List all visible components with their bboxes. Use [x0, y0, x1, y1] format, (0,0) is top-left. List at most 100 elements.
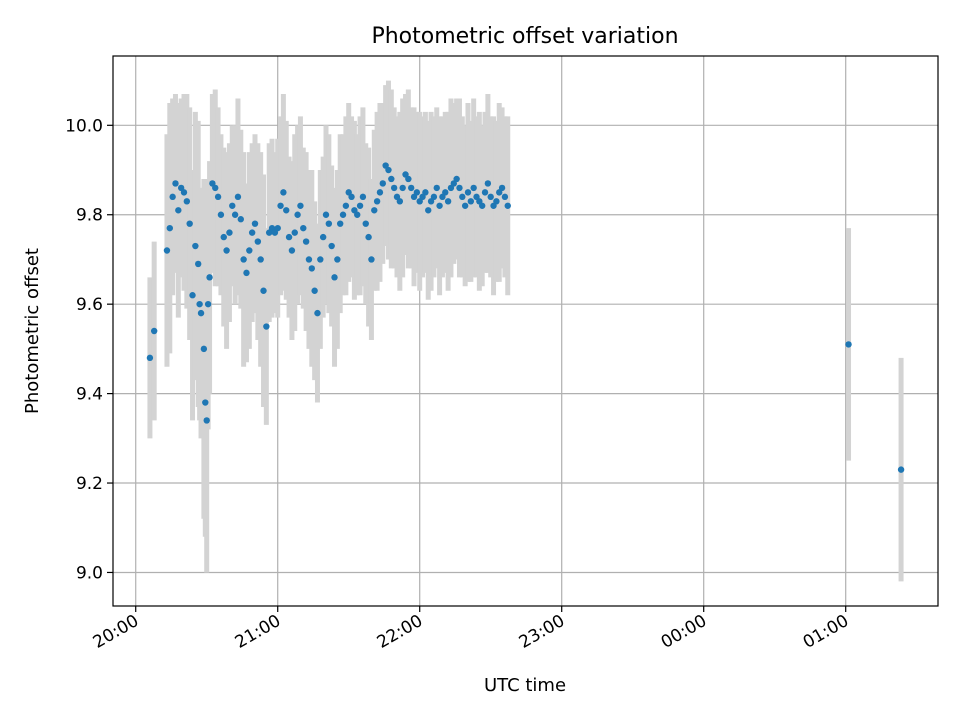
data-point [308, 265, 315, 272]
data-point [189, 292, 196, 299]
data-point [436, 202, 443, 209]
data-point [300, 224, 307, 232]
data-point [194, 260, 202, 268]
y-tick-label: 9.6 [76, 295, 103, 315]
y-tick-label: 9.0 [76, 563, 103, 583]
data-point [231, 211, 239, 218]
data-point [430, 193, 438, 201]
data-point [413, 189, 421, 196]
data-point [226, 229, 233, 236]
data-point [390, 184, 398, 192]
data-point [186, 220, 193, 227]
data-point [240, 256, 247, 263]
data-point [220, 233, 227, 241]
data-point [175, 207, 182, 214]
data-point [260, 287, 267, 294]
data-point [442, 189, 449, 196]
data-point [422, 189, 429, 196]
plot-frame [112, 55, 939, 607]
data-point [314, 309, 321, 317]
data-point [334, 256, 341, 263]
data-point [498, 184, 506, 192]
data-point [425, 207, 432, 214]
data-point [317, 256, 324, 263]
data-point [319, 233, 327, 241]
data-point [365, 233, 372, 241]
data-point [467, 198, 475, 205]
data-point [294, 211, 301, 218]
data-point [217, 211, 225, 218]
data-point [464, 189, 472, 196]
data-point [444, 198, 452, 205]
data-point [254, 238, 262, 245]
data-point [453, 175, 460, 183]
data-point [263, 323, 270, 330]
data-point [385, 166, 392, 174]
data-point [362, 220, 369, 227]
data-point [845, 341, 852, 348]
data-point [183, 198, 191, 205]
y-tick-label: 9.8 [76, 206, 103, 226]
data-point [206, 274, 213, 281]
data-point [212, 184, 219, 192]
data-point [493, 198, 500, 205]
data-point [166, 224, 173, 232]
data-point [368, 256, 375, 263]
y-tick-label: 10.0 [65, 116, 103, 136]
data-point [461, 202, 469, 209]
data-point [214, 193, 222, 201]
data-point [150, 327, 158, 335]
data-point [396, 198, 404, 205]
data-point [470, 184, 477, 192]
data-point [322, 211, 330, 218]
y-axis-label: Photometric offset [22, 248, 43, 414]
data-point [246, 247, 253, 254]
data-point [325, 220, 333, 227]
data-point [248, 229, 256, 236]
data-point [202, 399, 209, 406]
data-point [291, 229, 298, 236]
data-point [169, 193, 176, 201]
data-point [504, 202, 511, 209]
data-point [487, 193, 494, 201]
y-tick-label: 9.2 [76, 474, 103, 494]
data-point [297, 202, 304, 209]
data-point [311, 287, 318, 294]
data-point [407, 184, 415, 192]
data-point [257, 256, 264, 263]
data-point [371, 207, 378, 214]
data-point [223, 247, 230, 254]
data-point [302, 238, 310, 245]
data-point [305, 256, 313, 263]
data-point [328, 242, 335, 250]
data-point [180, 189, 188, 196]
data-point [342, 202, 350, 209]
data-point [203, 417, 210, 424]
data-point [481, 189, 489, 196]
data-point [433, 184, 440, 192]
data-point [197, 309, 205, 317]
data-point [459, 193, 466, 201]
data-point [163, 247, 171, 254]
data-point [484, 180, 492, 187]
data-point [339, 211, 347, 218]
data-point [478, 202, 486, 209]
x-axis-label: UTC time [484, 675, 566, 696]
data-point [501, 193, 509, 201]
data-point [288, 247, 296, 254]
data-point [456, 184, 463, 192]
data-point [192, 242, 199, 250]
data-point [285, 233, 293, 241]
data-point [274, 224, 281, 232]
chart-title: Photometric offset variation [371, 24, 678, 49]
data-point [229, 202, 236, 209]
data-point [897, 466, 905, 473]
data-point [234, 193, 242, 201]
data-point [196, 300, 203, 308]
data-point [146, 354, 154, 362]
data-point [331, 274, 338, 281]
data-point [277, 202, 284, 209]
data-point [359, 193, 367, 201]
